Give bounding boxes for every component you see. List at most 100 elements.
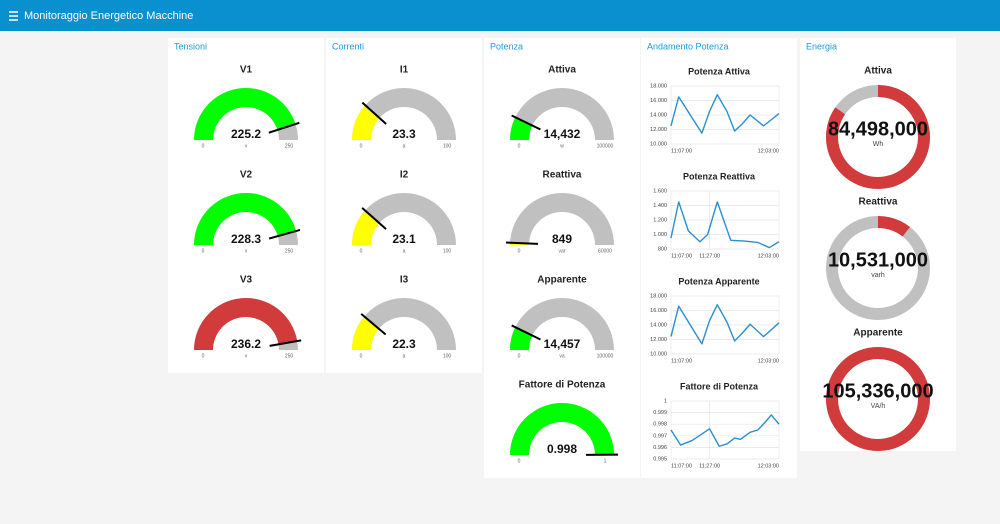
x-tick-label: 11:27:00 — [699, 463, 720, 469]
gauge-needle — [511, 114, 541, 131]
x-tick-label: 12:03:00 — [758, 358, 779, 364]
gauge-fill — [510, 403, 614, 455]
donut-units: varh — [871, 272, 885, 279]
gauge-max: 250 — [285, 143, 294, 149]
gauge-min: 0 — [360, 143, 363, 149]
y-tick-label: 18.000 — [650, 83, 667, 89]
gauge-needle — [269, 339, 302, 347]
gauge-max: 1 — [604, 458, 607, 464]
y-tick-label: 0.999 — [653, 410, 667, 416]
gauge-max: 60000 — [598, 248, 612, 254]
gauge-units: w — [560, 143, 564, 149]
gauge-max: 250 — [285, 353, 294, 359]
header-title: Monitoraggio Energetico Macchine — [24, 10, 193, 22]
donut-label: Attiva — [864, 66, 892, 77]
gauge-min: 0 — [202, 143, 205, 149]
x-tick-label: 11:27:00 — [699, 253, 720, 259]
gauge-units: v — [245, 248, 248, 254]
gauge-value: 228.3 — [231, 232, 261, 246]
gauge-fill — [194, 193, 297, 245]
x-tick-label: 11:07:00 — [671, 148, 692, 154]
group-panel — [800, 38, 956, 451]
gauge-needle — [361, 207, 387, 230]
gauge-track — [352, 193, 456, 245]
gauge-min: 0 — [518, 353, 521, 359]
gauge-max: 250 — [285, 248, 294, 254]
donut-value: 105,336,000 — [822, 380, 933, 402]
group-title: Andamento Potenza — [647, 41, 729, 51]
gauge-value: 225.2 — [231, 127, 261, 141]
gauge-min: 0 — [518, 248, 521, 254]
gauge-max: 100000 — [597, 353, 614, 359]
header-bar — [0, 0, 1000, 31]
gauge-min: 0 — [202, 353, 205, 359]
gauge-track — [510, 298, 614, 350]
line-series — [670, 94, 780, 134]
y-tick-label: 12.000 — [650, 127, 667, 133]
gauge-value: 22.3 — [392, 337, 416, 351]
gauge-min: 0 — [518, 458, 521, 464]
gauge-label: I2 — [400, 170, 409, 181]
gauge-label: Attiva — [548, 65, 576, 76]
gauge-label: Apparente — [537, 275, 587, 286]
gauge-track — [352, 298, 456, 350]
menu-icon[interactable] — [9, 11, 18, 21]
chart-title: Potenza Apparente — [678, 276, 759, 286]
gauge-max: 100 — [443, 143, 452, 149]
gauge-max: 100 — [443, 248, 452, 254]
y-tick-label: 1 — [664, 398, 667, 404]
gauge-units: a — [403, 143, 406, 149]
gauge-label: V3 — [240, 275, 253, 286]
gauge-value: 14,432 — [544, 127, 581, 141]
gauge-units: v — [245, 143, 248, 149]
x-tick-label: 11:07:00 — [671, 463, 692, 469]
donut-label: Reattiva — [859, 197, 898, 208]
gauge-units: a — [403, 353, 406, 359]
gauge-fill — [194, 297, 298, 350]
y-tick-label: 0.997 — [653, 433, 667, 439]
y-tick-label: 800 — [658, 246, 667, 252]
gauge-label: Reattiva — [543, 170, 582, 181]
gauge-needle — [268, 228, 301, 240]
gauge-needle — [361, 101, 387, 125]
y-tick-label: 0.998 — [653, 422, 667, 428]
gauge-label: V2 — [240, 170, 253, 181]
gauge-fill — [352, 316, 379, 350]
line-series — [670, 304, 780, 345]
gauge-value: 23.1 — [392, 232, 416, 246]
x-tick-label: 11:07:00 — [671, 358, 692, 364]
y-tick-label: 10.000 — [650, 351, 667, 357]
gauge-track — [352, 88, 456, 140]
y-tick-label: 0.995 — [653, 456, 667, 462]
gauge-value: 849 — [552, 232, 572, 246]
y-tick-label: 14.000 — [650, 322, 667, 328]
y-tick-label: 0.996 — [653, 445, 667, 451]
gauge-units: a — [403, 248, 406, 254]
y-tick-label: 16.000 — [650, 308, 667, 314]
y-tick-label: 18.000 — [650, 293, 667, 299]
y-tick-label: 14.000 — [650, 112, 667, 118]
gauge-min: 0 — [360, 353, 363, 359]
x-tick-label: 12:03:00 — [758, 253, 779, 259]
gauge-units: v — [245, 353, 248, 359]
gauge-fill — [352, 210, 380, 245]
gauge-value: 0.998 — [547, 442, 577, 456]
donut-units: Wh — [873, 141, 884, 148]
gauge-min: 0 — [518, 143, 521, 149]
chart-title: Potenza Attiva — [688, 66, 751, 76]
chart-title: Potenza Reattiva — [683, 171, 756, 181]
gauge-units: va — [559, 353, 565, 359]
donut-value: 84,498,000 — [828, 118, 928, 140]
x-tick-label: 11:07:00 — [671, 253, 692, 259]
x-tick-label: 12:03:00 — [758, 148, 779, 154]
gauge-fill — [352, 105, 380, 140]
gauge-label: V1 — [240, 65, 253, 76]
gauge-label: I1 — [400, 65, 409, 76]
gauge-track — [510, 88, 614, 140]
gauge-track — [510, 193, 614, 245]
y-tick-label: 1.600 — [653, 188, 667, 194]
donut-label: Apparente — [853, 328, 903, 339]
gauge-needle — [360, 313, 387, 336]
gauge-fill — [194, 87, 296, 140]
